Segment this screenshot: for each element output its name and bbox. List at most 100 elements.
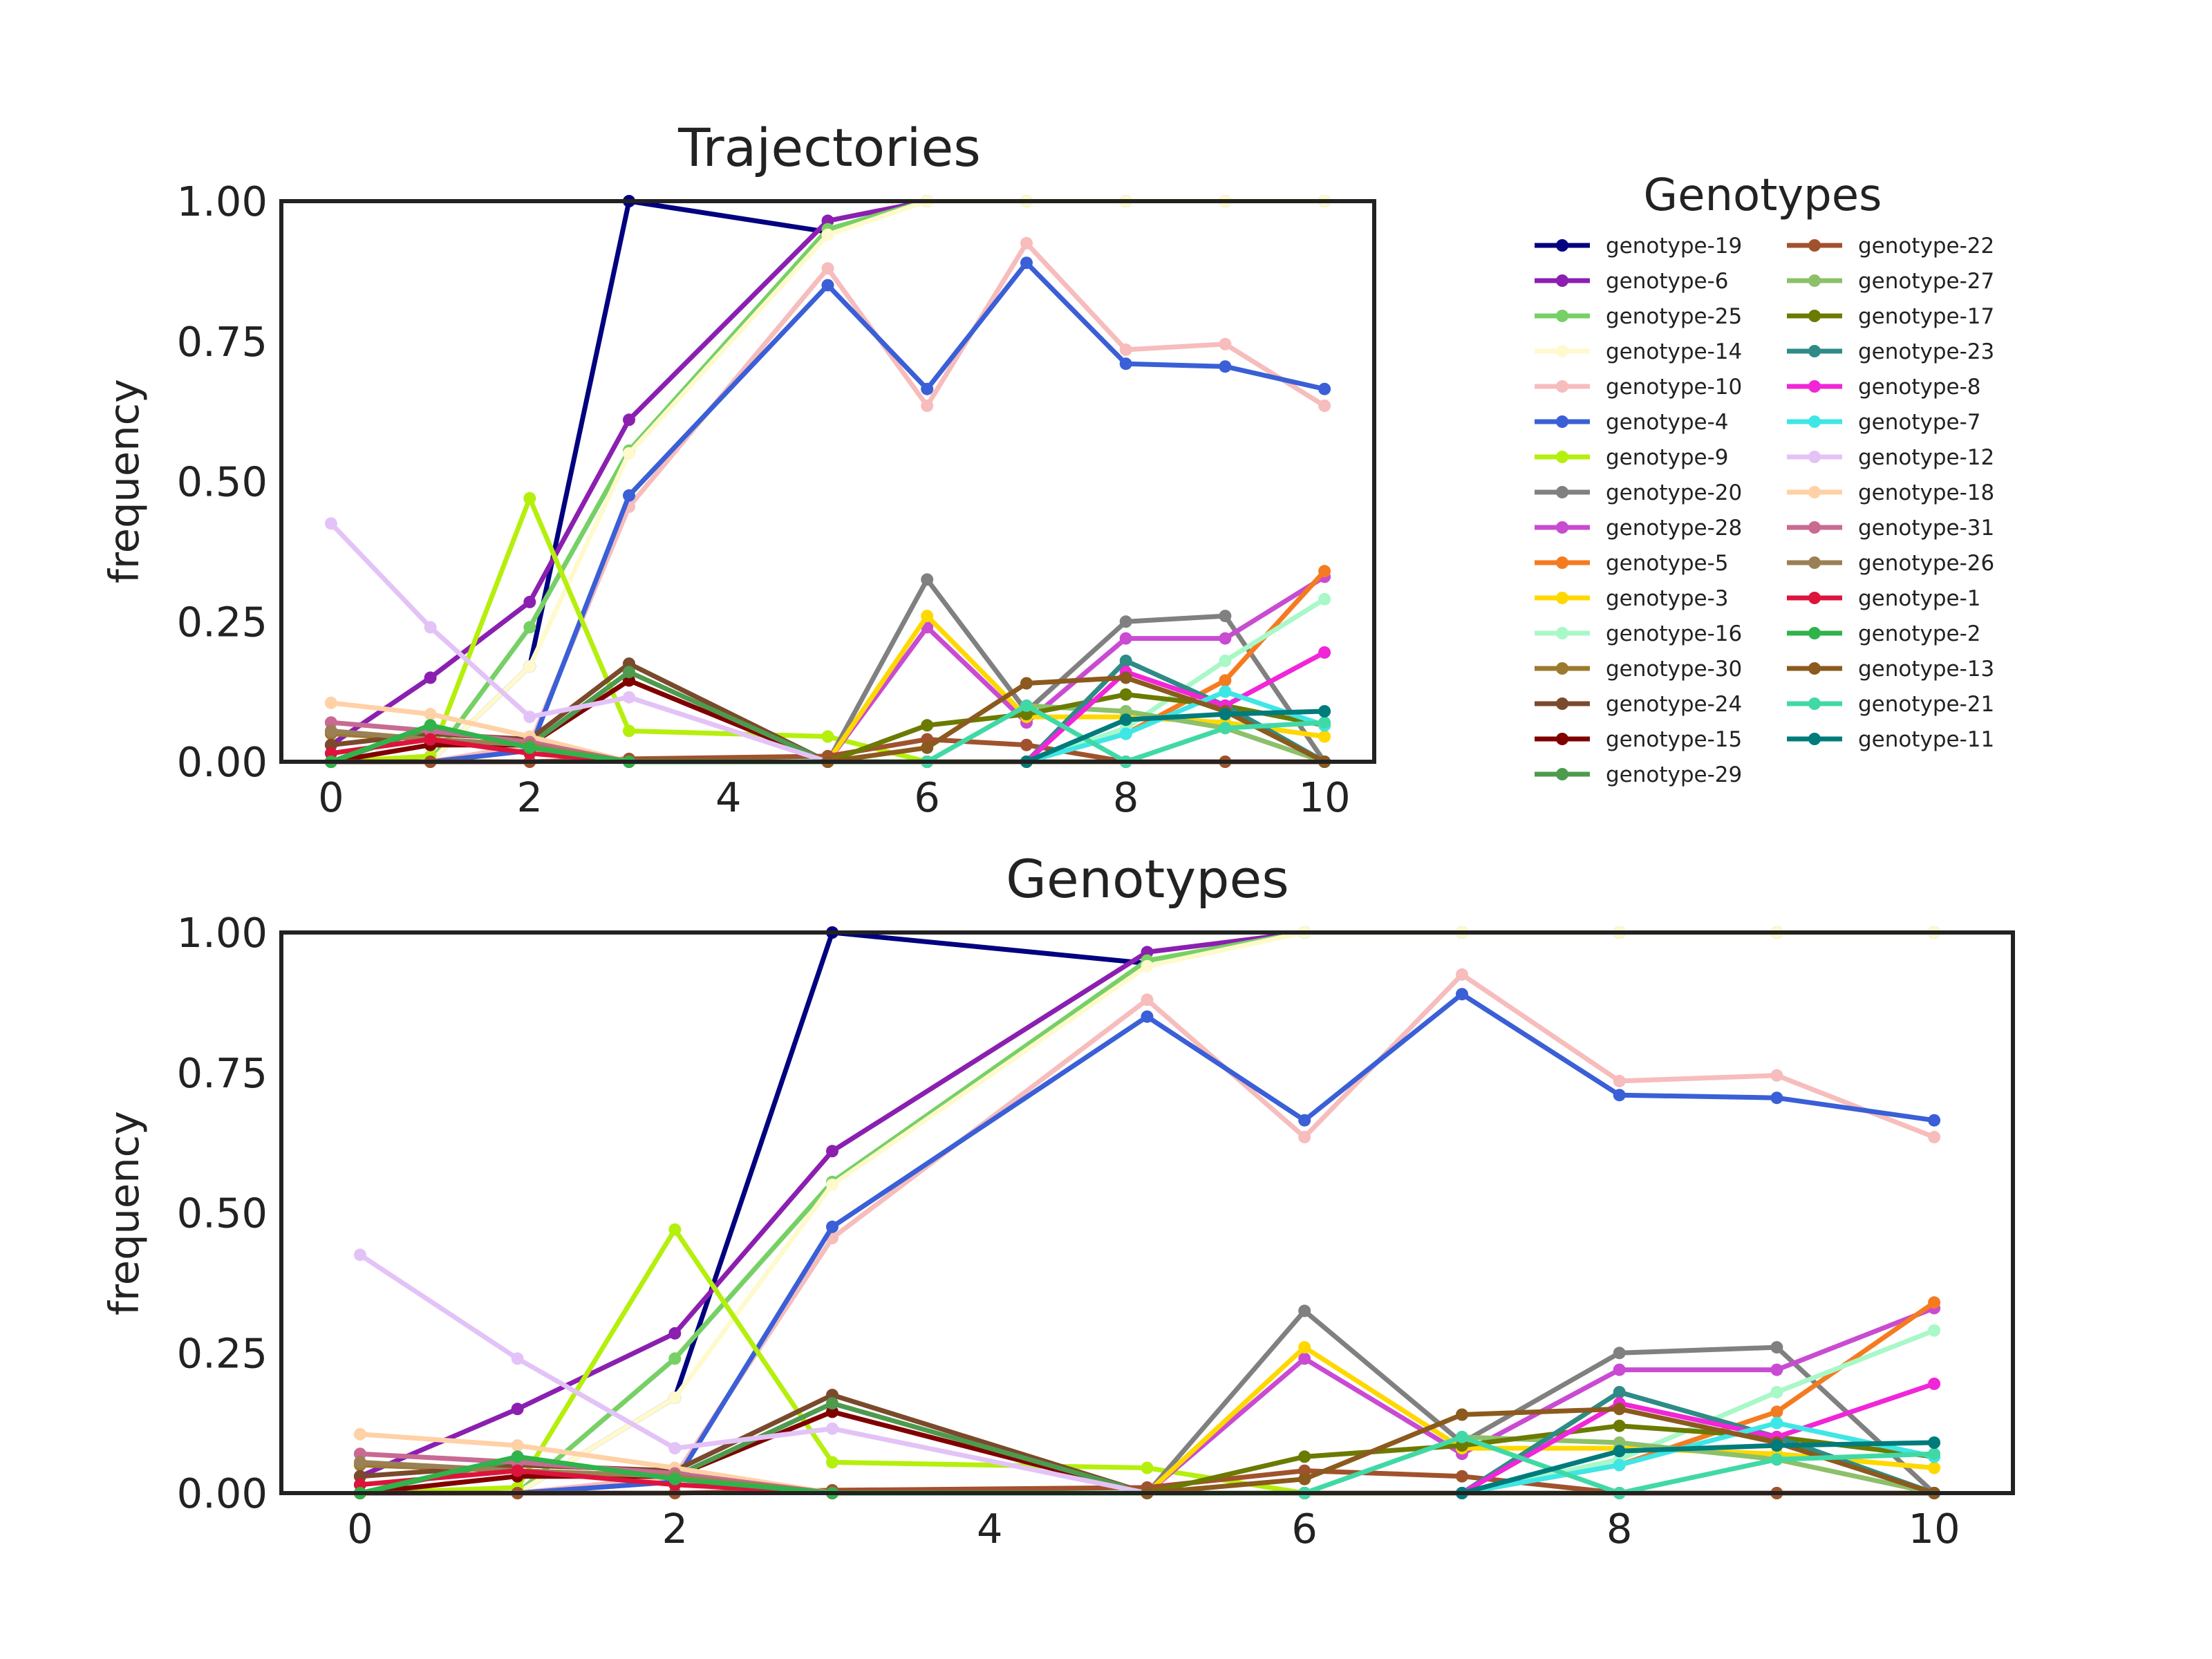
legend-entry-genotype-23: genotype-23	[1787, 339, 1994, 364]
trajectories-point-genotype-9	[523, 491, 536, 505]
genotypes-line-genotype-7	[1459, 1421, 1937, 1496]
genotypes-line-genotype-17	[1145, 1423, 1937, 1496]
trajectories-point-genotype-9	[821, 730, 834, 743]
trajectories-line-genotype-20	[825, 577, 1327, 765]
legend-entry-genotype-9: genotype-9	[1535, 445, 1729, 470]
legend-label: genotype-10	[1606, 375, 1742, 400]
legend-entry-genotype-29: genotype-29	[1535, 762, 1742, 787]
genotypes-title: Genotypes	[1006, 848, 1289, 910]
legend-entry-genotype-31: genotype-31	[1787, 516, 1994, 541]
genotypes-line-genotype-11	[1459, 1440, 1937, 1496]
legend-label: genotype-14	[1606, 339, 1742, 364]
trajectories-point-genotype-6	[523, 595, 536, 608]
genotypes-y-tick-label: 0.25	[177, 1329, 268, 1377]
trajectories-point-genotype-28	[1219, 632, 1232, 645]
genotypes-point-genotype-5	[1928, 1296, 1941, 1309]
trajectories-point-genotype-26	[324, 724, 337, 738]
legend-label: genotype-3	[1606, 586, 1729, 611]
legend-entry-genotype-1: genotype-1	[1787, 586, 1981, 611]
genotypes-x-tick-label: 8	[1606, 1505, 1633, 1553]
legend-label: genotype-18	[1858, 480, 1994, 505]
legend-label: genotype-31	[1858, 516, 1994, 541]
trajectories-point-genotype-8	[1318, 646, 1331, 659]
trajectories-point-genotype-4	[821, 279, 834, 292]
legend-entry-genotype-28: genotype-28	[1535, 516, 1742, 541]
genotypes-line-genotype-23	[1459, 1389, 1937, 1496]
genotypes-point-genotype-10	[1770, 1069, 1783, 1082]
trajectories-point-genotype-18	[424, 708, 437, 721]
genotypes-point-genotype-14	[826, 1179, 838, 1191]
genotypes-point-genotype-12	[511, 1352, 524, 1365]
genotypes-point-genotype-8	[1928, 1377, 1941, 1390]
genotypes-line-genotype-13	[1145, 1406, 1937, 1496]
trajectories-y-axis-label: frequency	[100, 379, 148, 583]
genotypes-point-genotype-18	[353, 1427, 366, 1441]
genotypes-point-genotype-20	[1613, 1347, 1626, 1360]
legend-label: genotype-12	[1858, 445, 1994, 470]
trajectories-series-genotype-11	[1020, 705, 1331, 768]
legend-swatch-marker	[1808, 486, 1821, 498]
legend-label: genotype-20	[1606, 480, 1742, 505]
trajectories-point-genotype-4	[1020, 256, 1033, 270]
trajectories-point-genotype-14	[821, 228, 834, 241]
trajectories-point-genotype-5	[1219, 674, 1232, 687]
genotypes-point-genotype-16	[1928, 1324, 1941, 1337]
genotypes-point-genotype-28	[1770, 1363, 1783, 1376]
genotypes-point-genotype-26	[353, 1456, 366, 1469]
legend-entry-genotype-11: genotype-11	[1787, 727, 1994, 752]
trajectories-point-genotype-20	[1219, 610, 1232, 623]
legend-label: genotype-25	[1606, 304, 1742, 329]
legend-swatch-marker	[1808, 415, 1821, 428]
genotypes-point-genotype-4	[1770, 1091, 1783, 1105]
legend-label: genotype-23	[1858, 339, 1994, 364]
legend-entry-genotype-2: genotype-2	[1787, 621, 1981, 646]
trajectories-point-genotype-7	[1119, 727, 1132, 740]
genotypes-point-genotype-5	[1770, 1405, 1783, 1418]
trajectories-point-genotype-21	[1020, 699, 1033, 712]
trajectories-point-genotype-12	[623, 691, 635, 704]
legend-swatch-marker	[1556, 415, 1568, 428]
trajectories-line-genotype-11	[1024, 709, 1327, 765]
legend-entry-genotype-24: genotype-24	[1535, 692, 1742, 717]
legend-entry-genotype-15: genotype-15	[1535, 727, 1742, 752]
legend-swatch-marker	[1808, 239, 1821, 252]
genotypes-point-genotype-12	[353, 1248, 366, 1262]
genotypes-x-tick-label: 2	[662, 1505, 688, 1553]
genotypes-point-genotype-20	[1298, 1304, 1311, 1318]
trajectories-point-genotype-5	[1318, 565, 1331, 578]
trajectories-line-genotype-8	[1024, 650, 1327, 765]
trajectories-line-genotype-13	[825, 675, 1327, 765]
legend-swatch-marker	[1808, 697, 1821, 710]
genotypes-point-genotype-14	[668, 1391, 682, 1405]
legend-entry-genotype-5: genotype-5	[1535, 551, 1729, 576]
legend-entry-genotype-22: genotype-22	[1787, 234, 1994, 259]
genotypes-point-genotype-3	[1928, 1461, 1941, 1474]
legend-entry-genotype-26: genotype-26	[1787, 551, 1994, 576]
genotypes-point-genotype-22	[1456, 1470, 1468, 1483]
genotypes-point-genotype-2	[668, 1472, 682, 1485]
genotypes-plot-frame	[279, 930, 2015, 1495]
genotypes-point-genotype-4	[1613, 1089, 1626, 1102]
legend-entry-genotype-10: genotype-10	[1535, 375, 1742, 400]
trajectories-plot-frame	[279, 199, 1376, 764]
legend-entry-genotype-16: genotype-16	[1535, 621, 1742, 646]
legend-swatch-marker	[1808, 556, 1821, 569]
genotypes-point-genotype-17	[1298, 1450, 1311, 1463]
trajectories-point-genotype-4	[1318, 382, 1331, 395]
legend-label: genotype-8	[1858, 375, 1981, 400]
genotypes-point-genotype-10	[1928, 1131, 1941, 1143]
genotypes-point-genotype-7	[1770, 1416, 1783, 1430]
genotypes-point-genotype-4	[1456, 988, 1468, 1001]
trajectories-point-genotype-21	[1318, 716, 1331, 729]
trajectories-point-genotype-10	[1318, 400, 1331, 412]
trajectories-y-tick-label: 0.00	[177, 738, 268, 786]
legend-label: genotype-24	[1606, 692, 1742, 717]
trajectories-line-genotype-4	[328, 260, 1327, 765]
trajectories-point-genotype-11	[1318, 705, 1331, 718]
trajectories-x-tick-label: 2	[517, 774, 543, 821]
genotypes-point-genotype-12	[668, 1442, 682, 1455]
legend-entry-genotype-6: genotype-6	[1535, 269, 1729, 294]
trajectories-y-tick-label: 0.75	[177, 318, 268, 366]
genotypes-y-tick-label: 0.00	[177, 1470, 268, 1517]
legend-swatch-marker	[1556, 592, 1568, 604]
